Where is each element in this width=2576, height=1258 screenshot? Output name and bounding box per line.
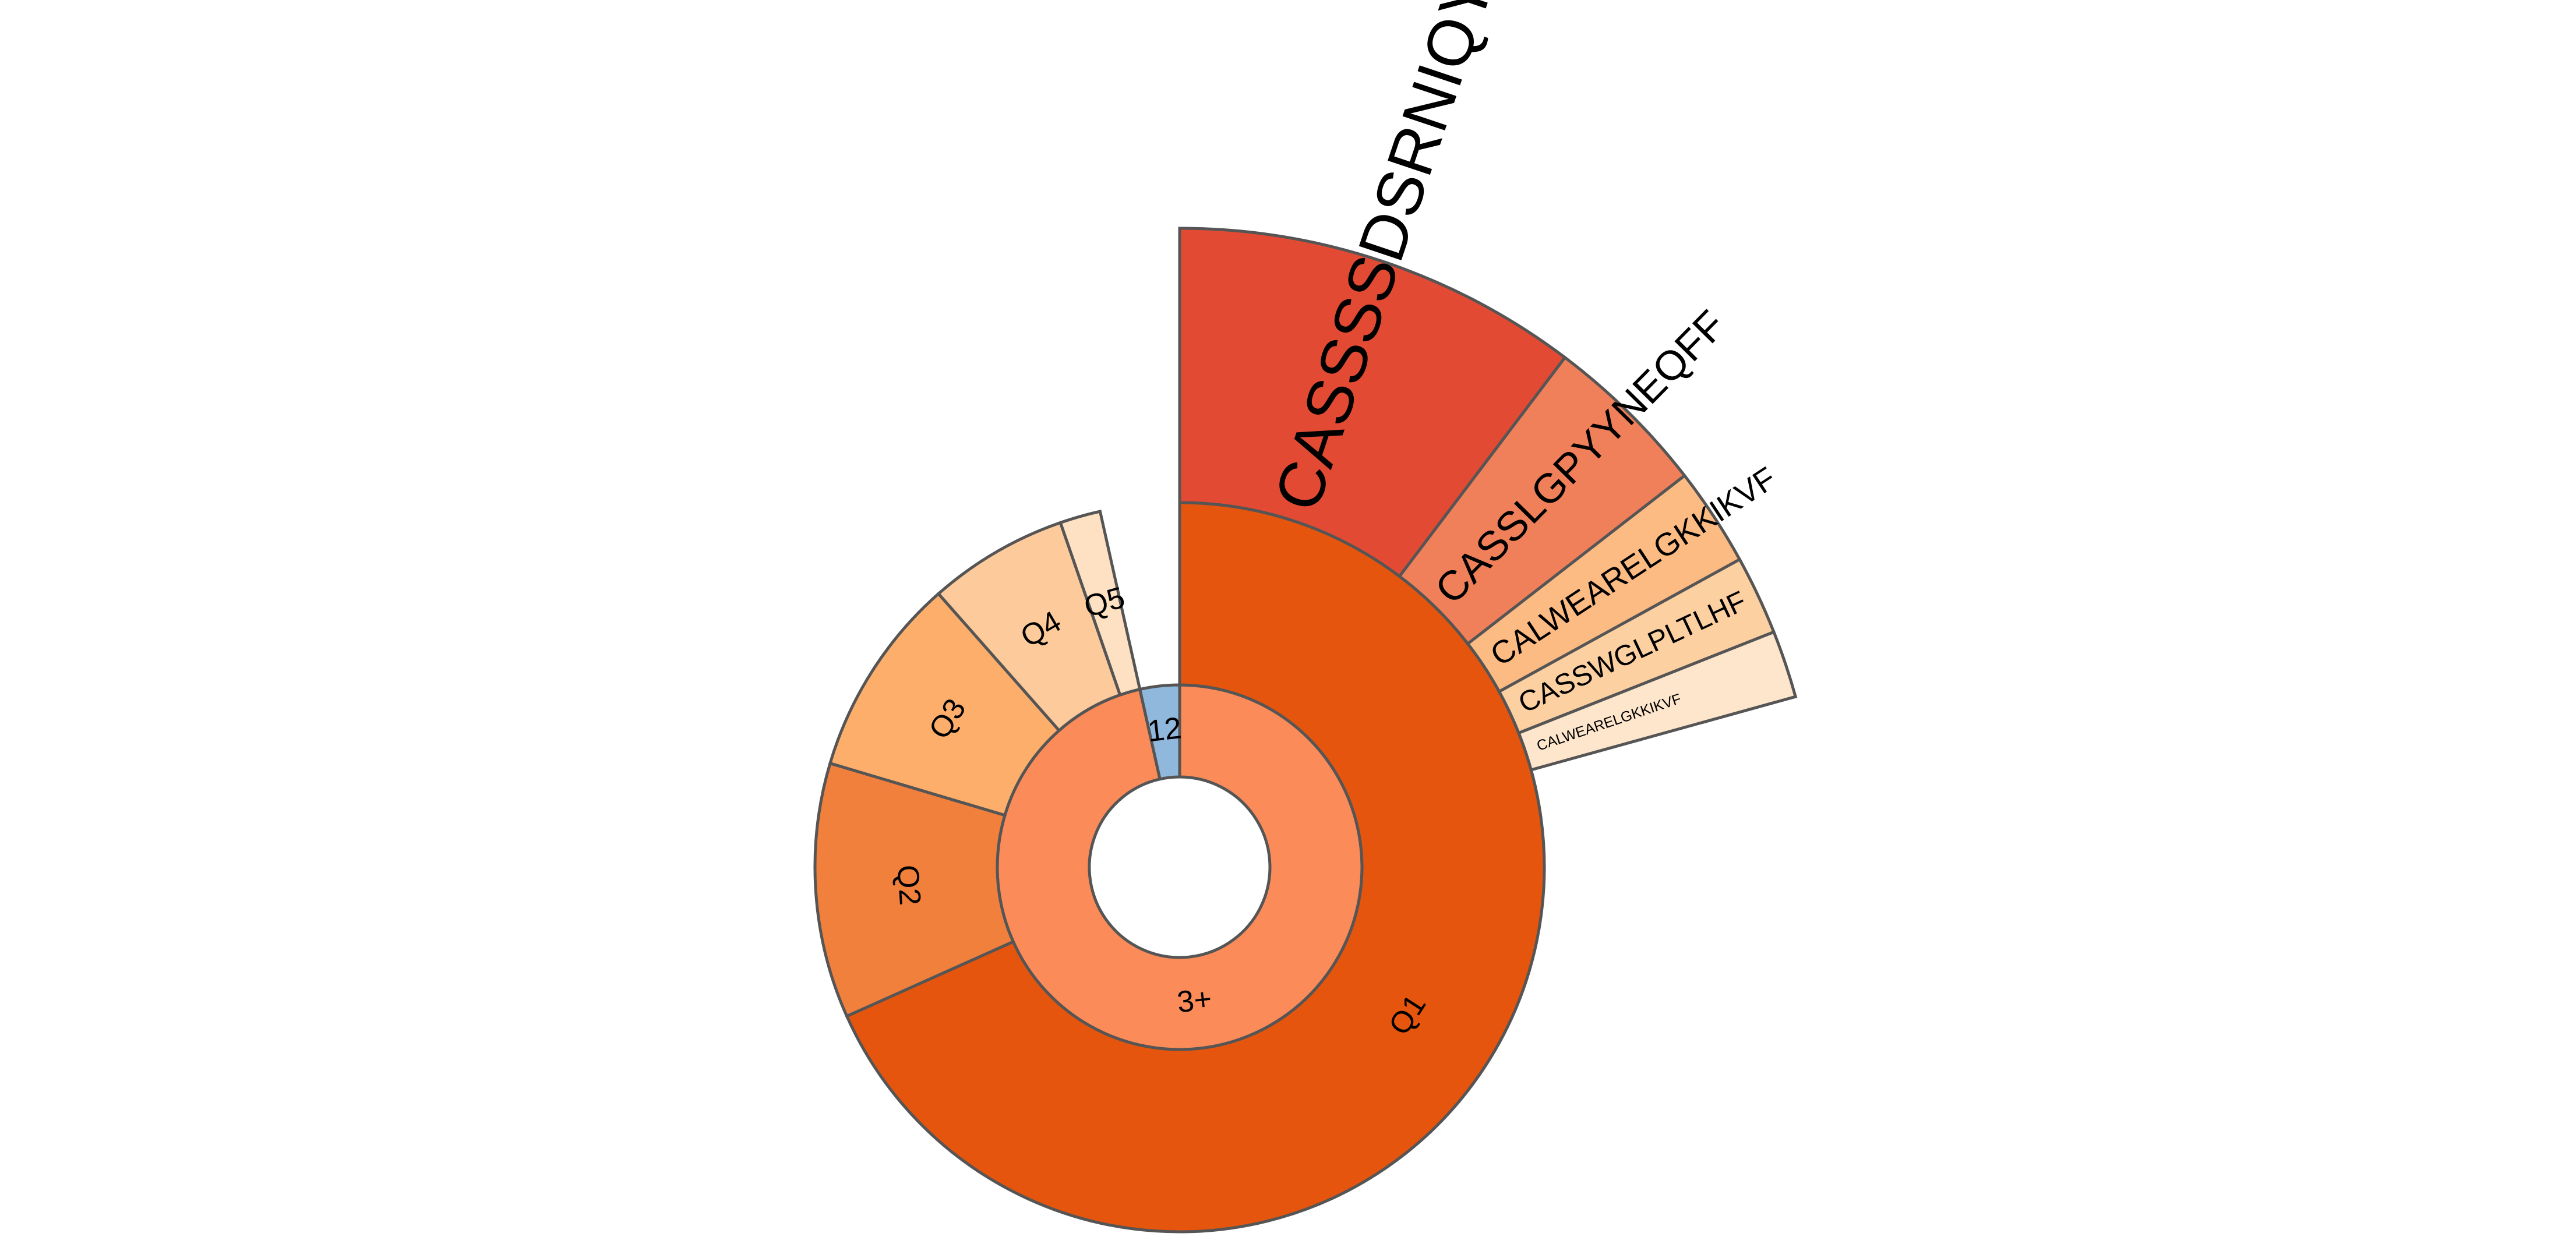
- sunburst-segment: [813, 761, 1015, 1019]
- segment-label: 12: [1146, 711, 1183, 748]
- segment-label: Q2: [891, 864, 927, 906]
- sunburst-segment: [1516, 630, 1798, 772]
- sunburst-segment: [1138, 683, 1181, 781]
- sunburst-segment: [1178, 227, 1567, 579]
- sunburst-segment: [828, 591, 1061, 817]
- segments: [813, 227, 1798, 1234]
- segment-label: 3+: [1176, 982, 1213, 1019]
